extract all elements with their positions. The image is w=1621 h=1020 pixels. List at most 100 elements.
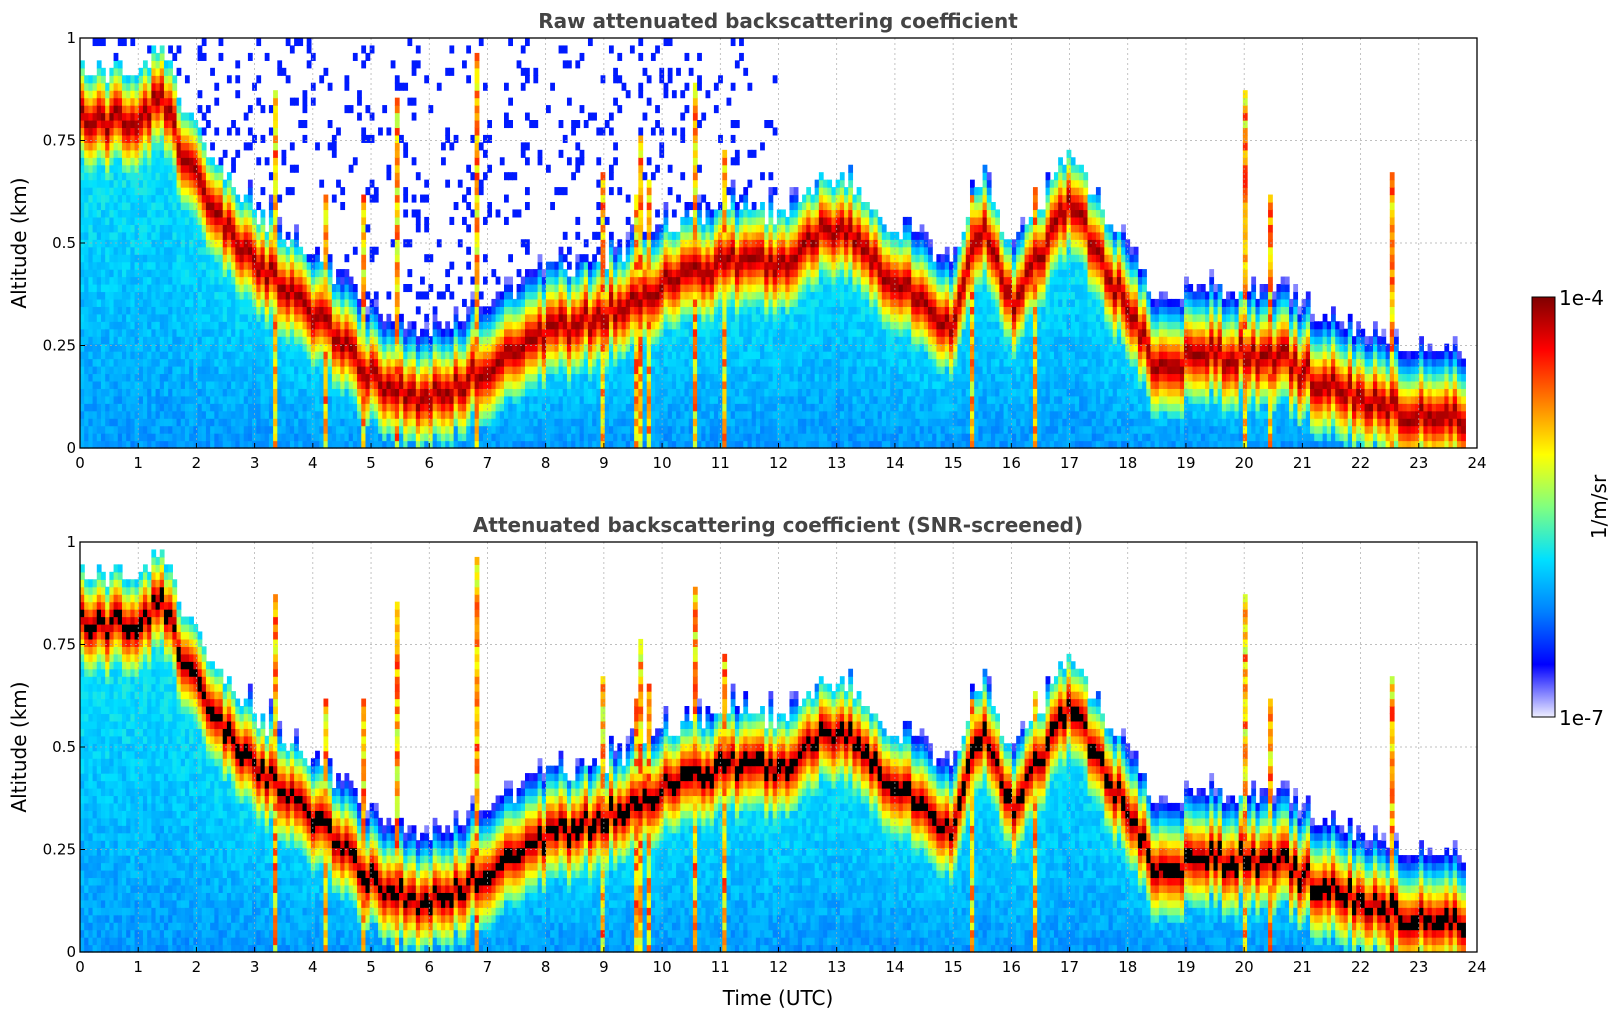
heatmap-cell xyxy=(629,328,635,337)
heatmap-cell xyxy=(109,164,115,173)
heatmap-cell xyxy=(126,75,131,84)
heatmap-cell xyxy=(470,388,476,397)
heatmap-cell xyxy=(554,187,560,196)
heatmap-cell xyxy=(357,306,362,315)
heatmap-cell xyxy=(180,269,186,278)
heatmap-cell xyxy=(117,254,123,263)
heatmap-cell xyxy=(306,366,312,375)
heatmap-cell xyxy=(315,388,320,397)
heatmap-cell xyxy=(159,82,165,91)
heatmap-cell xyxy=(294,298,299,307)
heatmap-cell xyxy=(109,157,115,166)
heatmap-cell xyxy=(512,313,518,322)
heatmap-cell xyxy=(541,276,547,285)
heatmap-cell xyxy=(688,224,694,233)
heatmap-cell xyxy=(583,313,589,322)
heatmap-cell xyxy=(575,433,581,442)
heatmap-cell xyxy=(231,246,236,255)
heatmap-cell xyxy=(327,440,333,449)
heatmap-cell xyxy=(197,373,203,382)
heatmap-cell xyxy=(688,276,694,285)
heatmap-cell xyxy=(629,321,635,330)
heatmap-cell xyxy=(109,410,115,419)
heatmap-cell xyxy=(121,90,127,99)
heatmap-cell xyxy=(96,343,102,352)
heatmap-cell xyxy=(273,112,278,121)
heatmap-cell xyxy=(600,172,606,181)
heatmap-cell xyxy=(462,403,467,412)
heatmap-cell xyxy=(172,127,178,136)
heatmap-cell xyxy=(688,425,694,434)
heatmap-cell xyxy=(399,134,404,143)
heatmap-cell xyxy=(138,202,144,211)
heatmap-cell xyxy=(294,313,299,322)
heatmap-cell xyxy=(344,373,350,382)
heatmap-cell xyxy=(294,284,299,293)
heatmap-cell xyxy=(621,410,627,419)
heatmap-cell xyxy=(226,291,232,300)
heatmap-cell xyxy=(566,403,572,412)
heatmap-cell xyxy=(441,343,446,352)
heatmap-cell xyxy=(197,224,203,233)
heatmap-cell xyxy=(495,440,501,449)
heatmap-cell xyxy=(441,336,446,345)
heatmap-cell xyxy=(424,395,430,404)
heatmap-cell xyxy=(117,187,123,196)
heatmap-cell xyxy=(646,75,652,84)
heatmap-cell xyxy=(474,149,480,158)
heatmap-cell xyxy=(634,202,639,211)
heatmap-cell xyxy=(281,425,287,434)
heatmap-cell xyxy=(428,366,434,375)
heatmap-cell xyxy=(298,246,304,255)
heatmap-cell xyxy=(524,380,530,389)
heatmap-cell xyxy=(474,418,480,427)
heatmap-cell xyxy=(180,351,186,360)
heatmap-cell xyxy=(323,306,329,315)
heatmap-cell xyxy=(340,440,346,449)
heatmap-cell xyxy=(600,351,606,360)
heatmap-cell xyxy=(92,343,98,352)
heatmap-cell xyxy=(692,120,698,129)
heatmap-cell xyxy=(579,410,585,419)
heatmap-cell xyxy=(155,425,161,434)
heatmap-cell xyxy=(226,321,232,330)
heatmap-cell xyxy=(541,336,547,345)
heatmap-cell xyxy=(550,366,555,375)
heatmap-cell xyxy=(121,75,127,84)
heatmap-cell xyxy=(424,388,430,397)
heatmap-cell xyxy=(457,410,463,419)
heatmap-cell xyxy=(394,403,400,412)
heatmap-cell xyxy=(130,187,136,196)
heatmap-cell xyxy=(235,373,241,382)
heatmap-cell xyxy=(554,284,560,293)
heatmap-cell xyxy=(306,284,312,293)
heatmap-cell xyxy=(247,216,253,225)
heatmap-cell xyxy=(504,403,509,412)
heatmap-cell xyxy=(105,433,110,442)
heatmap-cell xyxy=(130,380,136,389)
heatmap-cell xyxy=(264,239,270,248)
heatmap-cell xyxy=(92,127,98,136)
heatmap-cell xyxy=(214,366,220,375)
heatmap-cell xyxy=(84,120,89,129)
heatmap-cell xyxy=(638,172,644,181)
heatmap-cell xyxy=(533,120,539,129)
heatmap-cell xyxy=(96,194,102,203)
heatmap-cell xyxy=(394,440,400,449)
heatmap-cell xyxy=(222,187,228,196)
heatmap-cell xyxy=(172,388,178,397)
heatmap-cell xyxy=(231,187,236,196)
heatmap-cell xyxy=(478,425,484,434)
heatmap-cell xyxy=(357,433,362,442)
heatmap-cell xyxy=(508,313,513,322)
heatmap-cell xyxy=(495,373,501,382)
heatmap-cell xyxy=(655,261,660,270)
heatmap-cell xyxy=(663,231,669,240)
heatmap-cell xyxy=(524,239,530,248)
heatmap-cell xyxy=(583,254,589,263)
heatmap-cell xyxy=(113,134,119,143)
heatmap-cell xyxy=(117,112,123,121)
heatmap-cell xyxy=(369,388,375,397)
heatmap-cell xyxy=(508,433,513,442)
heatmap-cell xyxy=(214,82,220,91)
